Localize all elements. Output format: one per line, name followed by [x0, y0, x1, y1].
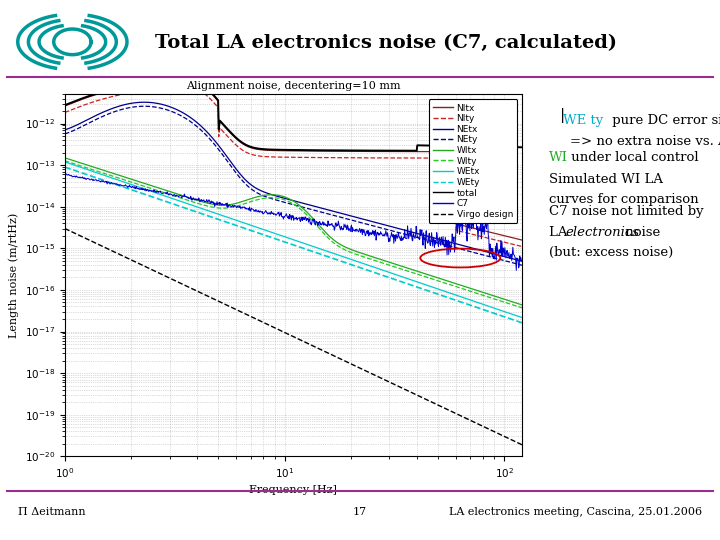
- Text: => no extra noise vs. AC: => no extra noise vs. AC: [570, 135, 720, 148]
- Text: pure DC error signal: pure DC error signal: [608, 114, 720, 127]
- Text: noise: noise: [621, 226, 660, 239]
- Text: WE ty: WE ty: [563, 114, 603, 127]
- Text: C7 noise not limited by: C7 noise not limited by: [549, 205, 703, 218]
- Text: electronics: electronics: [566, 226, 640, 239]
- Text: WI: WI: [549, 151, 567, 164]
- Y-axis label: Length noise (m/rtHz): Length noise (m/rtHz): [9, 213, 19, 338]
- Title: Alignment noise, decentering=10 mm: Alignment noise, decentering=10 mm: [186, 81, 401, 91]
- Text: 17: 17: [353, 507, 367, 517]
- Legend: NItx, NIty, NEtx, NEty, WItx, WIty, WEtx, WEty, total, C7, Virgo design: NItx, NIty, NEtx, NEty, WItx, WIty, WEtx…: [428, 99, 518, 224]
- Text: under local control: under local control: [567, 151, 699, 164]
- Text: LA: LA: [549, 226, 572, 239]
- Text: Total LA electronics noise (C7, calculated): Total LA electronics noise (C7, calculat…: [155, 34, 617, 52]
- Text: curves for comparison: curves for comparison: [549, 193, 698, 206]
- X-axis label: Frequency [Hz]: Frequency [Hz]: [249, 485, 338, 495]
- Text: Simulated WI LA: Simulated WI LA: [549, 173, 662, 186]
- Text: Π Δeitmann: Π Δeitmann: [18, 507, 86, 517]
- Text: LA electronics meeting, Cascina, 25.01.2006: LA electronics meeting, Cascina, 25.01.2…: [449, 507, 702, 517]
- Text: |: |: [560, 108, 565, 123]
- Text: (but: excess noise): (but: excess noise): [549, 246, 673, 259]
